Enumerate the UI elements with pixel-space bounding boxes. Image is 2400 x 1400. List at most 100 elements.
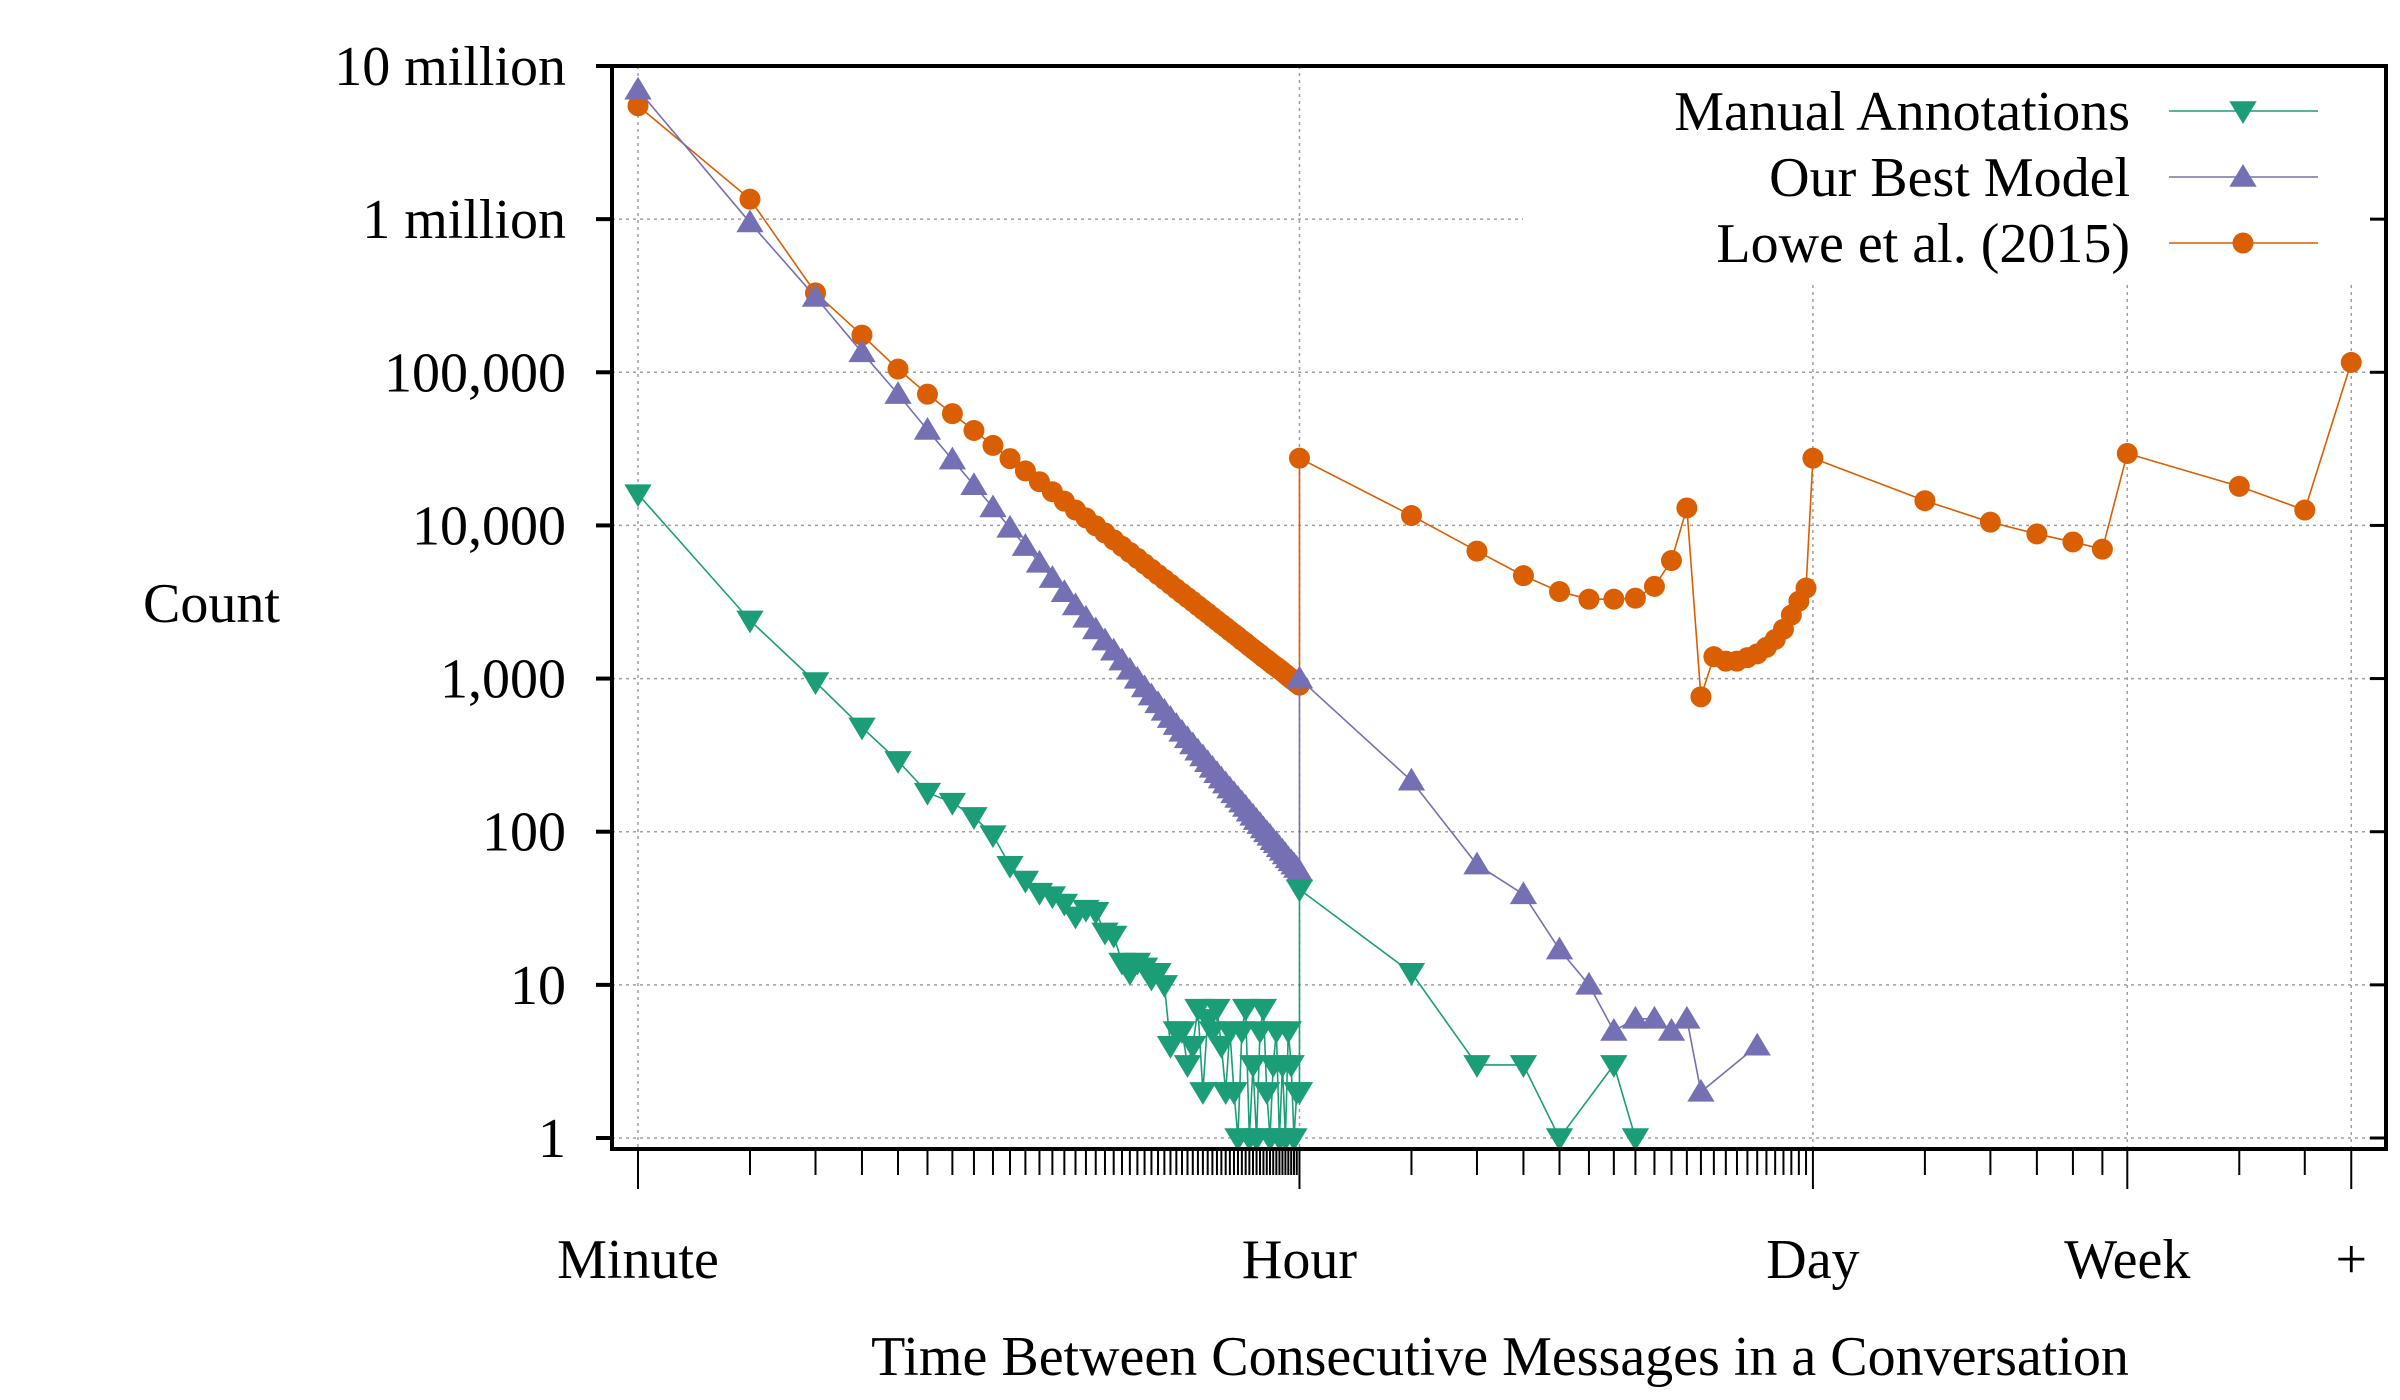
data-point bbox=[739, 188, 761, 210]
data-point bbox=[1277, 1055, 1305, 1078]
legend-marker bbox=[2232, 232, 2254, 254]
data-point bbox=[1548, 581, 1570, 603]
data-point bbox=[1239, 1055, 1267, 1078]
data-point bbox=[1038, 565, 1067, 588]
data-point bbox=[996, 514, 1024, 538]
data-point bbox=[2294, 499, 2316, 521]
data-point bbox=[1232, 998, 1260, 1022]
x-tick-label: Hour bbox=[1242, 1229, 1357, 1291]
data-point bbox=[1173, 1055, 1202, 1078]
series-manual-annotations bbox=[624, 484, 1650, 1151]
data-point bbox=[1466, 540, 1488, 562]
data-point bbox=[1640, 1005, 1669, 1029]
data-point bbox=[1545, 1128, 1574, 1151]
data-point bbox=[1038, 886, 1067, 910]
data-point bbox=[913, 782, 942, 806]
data-point bbox=[736, 209, 764, 233]
data-point bbox=[1189, 1082, 1217, 1105]
data-point bbox=[2091, 538, 2113, 560]
data-point bbox=[938, 792, 967, 816]
y-tick-label: 1,000 bbox=[440, 649, 566, 711]
y-tick-label: 10,000 bbox=[412, 495, 566, 557]
data-point bbox=[1198, 1021, 1227, 1044]
data-point bbox=[1690, 686, 1712, 708]
data-point bbox=[982, 434, 1004, 456]
data-point bbox=[1660, 550, 1682, 572]
data-point bbox=[1249, 998, 1278, 1022]
data-point bbox=[2340, 351, 2362, 373]
legend-label: Our Best Model bbox=[1769, 147, 2130, 209]
data-point bbox=[627, 95, 649, 117]
data-point bbox=[848, 717, 876, 741]
x-axis-label: Time Between Consecutive Messages in a C… bbox=[871, 1326, 2129, 1388]
data-point bbox=[1025, 549, 1054, 573]
series-our-best-model bbox=[624, 76, 1771, 1102]
data-point bbox=[1280, 1128, 1308, 1151]
data-point bbox=[1220, 1082, 1248, 1105]
data-point bbox=[1397, 962, 1426, 986]
data-point bbox=[884, 381, 912, 404]
legend-marker bbox=[2229, 164, 2257, 187]
data-point bbox=[1400, 505, 1422, 527]
data-point bbox=[1285, 1082, 1314, 1105]
data-point bbox=[1621, 1128, 1650, 1151]
x-tick-label: + bbox=[2335, 1229, 2367, 1291]
data-point bbox=[960, 807, 988, 830]
y-tick-label: 10 bbox=[510, 955, 566, 1017]
data-point bbox=[1802, 447, 1824, 469]
data-point bbox=[1144, 962, 1172, 986]
legend-label: Lowe et al. (2015) bbox=[1716, 213, 2130, 275]
data-point bbox=[1600, 1017, 1628, 1041]
data-point bbox=[1274, 1021, 1302, 1044]
data-point bbox=[1603, 588, 1625, 610]
data-point bbox=[1621, 1005, 1650, 1029]
series-lowe-et-al-2015 bbox=[627, 95, 2362, 708]
data-point bbox=[1795, 577, 1817, 599]
data-point bbox=[1397, 767, 1426, 791]
data-point bbox=[999, 448, 1021, 470]
data-point bbox=[1011, 870, 1040, 894]
x-tick-label: Week bbox=[2064, 1229, 2190, 1291]
data-point bbox=[1673, 1005, 1701, 1029]
data-point bbox=[1253, 1082, 1281, 1105]
data-point bbox=[1011, 533, 1040, 556]
data-point bbox=[1050, 893, 1079, 917]
y-tick-label: 10 million bbox=[334, 36, 566, 98]
data-point bbox=[2228, 475, 2250, 497]
data-point bbox=[848, 339, 876, 363]
data-point bbox=[2116, 442, 2138, 464]
y-axis-label: Count bbox=[143, 573, 280, 635]
data-point bbox=[938, 446, 967, 470]
data-point bbox=[963, 419, 985, 441]
data-point bbox=[1509, 881, 1538, 905]
data-point bbox=[624, 484, 652, 508]
data-point bbox=[801, 284, 830, 307]
y-tick-label: 100,000 bbox=[384, 342, 566, 404]
data-point bbox=[1575, 971, 1603, 995]
axes: 10 million 1 million 100,000 10,000 1,000 100… bbox=[334, 36, 2386, 1291]
data-point bbox=[1207, 1036, 1236, 1059]
data-point bbox=[916, 383, 938, 405]
series-layer bbox=[624, 76, 2362, 1151]
y-tick-label: 1 million bbox=[362, 189, 566, 251]
data-point bbox=[1168, 1021, 1196, 1044]
data-point bbox=[1914, 490, 1936, 512]
data-point bbox=[1643, 575, 1665, 597]
data-point bbox=[913, 416, 942, 440]
data-point bbox=[1578, 588, 1600, 610]
data-point bbox=[1979, 511, 2001, 533]
data-point bbox=[1512, 565, 1534, 587]
data-point bbox=[1743, 1032, 1771, 1056]
data-point bbox=[1509, 1055, 1538, 1078]
data-point bbox=[736, 610, 764, 634]
y-tick-label: 100 bbox=[482, 802, 566, 864]
data-point bbox=[960, 472, 988, 495]
x-tick-label: Minute bbox=[557, 1229, 719, 1291]
data-point bbox=[1288, 447, 1310, 469]
data-point bbox=[979, 494, 1007, 518]
data-point bbox=[1150, 975, 1179, 998]
data-point bbox=[1657, 1017, 1686, 1041]
data-point bbox=[979, 825, 1007, 849]
